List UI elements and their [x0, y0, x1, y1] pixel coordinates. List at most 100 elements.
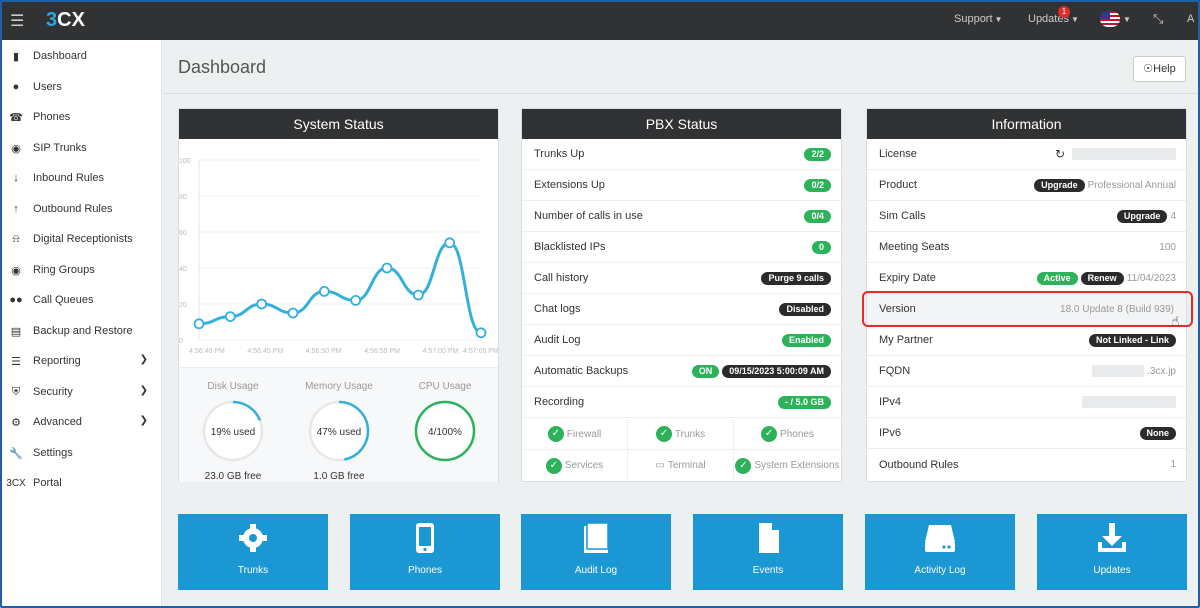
renew-button[interactable]: Renew [1080, 271, 1124, 285]
pbx-row-chat-logs: Chat logs Disabled [522, 294, 841, 325]
user-initial[interactable]: A [1187, 13, 1195, 25]
tile-events[interactable]: Events [693, 514, 843, 590]
cpu-usage-title: CPU Usage [418, 381, 472, 392]
us-flag-icon[interactable] [1100, 11, 1120, 27]
service-firewall[interactable]: ✓ Firewall [522, 419, 628, 450]
row-label: Meeting Seats [879, 241, 950, 253]
info-row-ipv4: IPv4 [867, 387, 1186, 418]
tile-label: Phones [408, 565, 442, 576]
row-label: Recording [534, 396, 585, 408]
download-icon [1098, 523, 1126, 552]
sidebar-item-backup-restore[interactable]: ▤ Backup and Restore [2, 316, 162, 346]
check-icon: ✓ [761, 426, 778, 442]
tile-trunks[interactable]: Trunks [178, 514, 328, 590]
sidebar-item-users[interactable]: ● Users [2, 72, 162, 102]
caret-down-icon[interactable]: ▼ [1123, 15, 1131, 24]
service-phones[interactable]: ✓ Phones [734, 419, 841, 450]
top-bar: ☰ 3CX Support ▼ Updates ▼ 1 ▼ ⤡ A [0, 0, 1200, 40]
y-tick-label: 100 [179, 158, 191, 165]
sidebar-item-sip-trunks[interactable]: ◉ SIP Trunks [2, 133, 162, 163]
sidebar-item-outbound-rules[interactable]: ↑ Outbound Rules [2, 194, 162, 224]
service-terminal[interactable]: ▭ Terminal [628, 450, 734, 481]
fqdn-redacted [1092, 365, 1145, 377]
system-load-chart: 100 80 60 40 20 0 4:56:40 PM 4:56:45 PM 4:56:50 … [179, 158, 498, 355]
row-label: Chat logs [534, 303, 581, 315]
service-label: Phones [780, 428, 814, 440]
sidebar-item-settings[interactable]: 🔧 Settings [2, 438, 162, 468]
sidebar-item-reporting[interactable]: ☰ Reporting ❯ [2, 346, 162, 376]
sidebar-item-portal[interactable]: 3CX Portal [2, 468, 162, 498]
tile-label: Updates [1093, 565, 1131, 576]
y-tick-label: 20 [179, 302, 187, 309]
gear-icon: ⚙ [11, 416, 21, 429]
sidebar-item-advanced[interactable]: ⚙ Advanced ❯ [2, 407, 162, 437]
x-tick-label: 4:56:45 PM [247, 348, 283, 355]
sidebar-item-ring-groups[interactable]: ◉ Ring Groups [2, 255, 162, 285]
sidebar-item-digital-receptionists[interactable]: ⍾ Digital Receptionists [2, 224, 162, 254]
memory-usage-ring: 47% used [308, 400, 370, 462]
recording-badge[interactable]: - / 5.0 GB [777, 395, 831, 409]
tile-audit-log[interactable]: Audit Log [521, 514, 671, 590]
data-point [444, 237, 456, 249]
x-tick-label: 4:56:50 PM [306, 348, 342, 355]
sidebar-item-label: Backup and Restore [33, 325, 133, 337]
check-icon: ✓ [547, 426, 564, 442]
version-value[interactable]: 18.0 Update 8 (Build 939) [1060, 303, 1174, 315]
logo[interactable]: 3CX [46, 9, 85, 31]
fullscreen-icon[interactable]: ⤡ [1153, 11, 1164, 26]
tile-activity-log[interactable]: Activity Log [865, 514, 1015, 590]
support-menu[interactable]: Support ▼ [954, 13, 1002, 25]
updates-menu[interactable]: Updates ▼ [1028, 13, 1079, 25]
pbx-row-call-history: Call history Purge 9 calls [522, 263, 841, 294]
service-system-extensions[interactable]: ✓ System Extensions [734, 450, 841, 481]
backup-on-badge[interactable]: ON [691, 364, 720, 378]
globe-icon: ◉ [11, 142, 21, 155]
product-value: Professional Annual [1087, 179, 1176, 191]
row-label: Number of calls in use [534, 210, 643, 222]
trunks-up-badge[interactable]: 2/2 [804, 147, 831, 161]
monitor-icon: ▭ [655, 460, 665, 471]
check-icon: ✓ [655, 426, 672, 442]
calls-in-use-badge[interactable]: 0/4 [804, 209, 831, 223]
link-partner-button[interactable]: Not Linked - Link [1089, 333, 1176, 347]
purge-calls-button[interactable]: Purge 9 calls [761, 271, 831, 285]
system-status-title: System Status [179, 109, 498, 139]
tile-phones[interactable]: Phones [350, 514, 500, 590]
hard-drive-icon [925, 525, 955, 552]
outbound-rules-value: 1 [1170, 459, 1176, 470]
tile-updates[interactable]: Updates [1037, 514, 1187, 590]
upgrade-product-button[interactable]: Upgrade [1034, 178, 1085, 192]
audit-log-badge[interactable]: Enabled [781, 333, 831, 347]
service-services[interactable]: ✓ Services [522, 450, 628, 481]
chat-logs-badge[interactable]: Disabled [779, 302, 831, 316]
data-point [256, 298, 268, 310]
sidebar-item-label: Phones [33, 111, 71, 123]
service-label: Trunks [674, 428, 706, 440]
sidebar-item-security[interactable]: ⛨ Security ❯ [2, 377, 162, 407]
sidebar-item-label: Advanced [33, 416, 82, 428]
data-point [224, 311, 236, 323]
refresh-icon[interactable]: ↻ [1054, 147, 1065, 161]
extensions-up-badge[interactable]: 0/2 [804, 178, 831, 192]
headset-icon: ⍾ [12, 232, 20, 245]
data-point [412, 289, 424, 301]
gear-icon [239, 524, 267, 552]
menu-icon[interactable]: ☰ [10, 13, 25, 30]
help-button[interactable]: ☉Help [1133, 56, 1186, 82]
sidebar-item-call-queues[interactable]: ●● Call Queues [2, 285, 162, 315]
row-label: Extensions Up [534, 179, 605, 191]
info-row-meeting-seats: Meeting Seats 100 [867, 232, 1186, 263]
data-point [350, 294, 362, 306]
service-trunks[interactable]: ✓ Trunks [628, 419, 734, 450]
sidebar-item-inbound-rules[interactable]: ↓ Inbound Rules [2, 163, 162, 193]
blacklisted-ips-badge[interactable]: 0 [811, 240, 831, 254]
sidebar-item-dashboard[interactable]: ▮ Dashboard [2, 41, 162, 71]
tile-label: Activity Log [914, 565, 966, 576]
sidebar-item-phones[interactable]: ☎ Phones [2, 102, 162, 132]
hand-cursor-icon: ☝ [1171, 313, 1180, 329]
memory-free: 1.0 GB free [313, 471, 365, 482]
queue-icon: ●● [9, 294, 23, 306]
memory-usage-title: Memory Usage [305, 381, 373, 392]
upgrade-sim-calls-button[interactable]: Upgrade [1116, 209, 1168, 223]
info-row-outbound-rules: Outbound Rules 1 [867, 449, 1186, 480]
